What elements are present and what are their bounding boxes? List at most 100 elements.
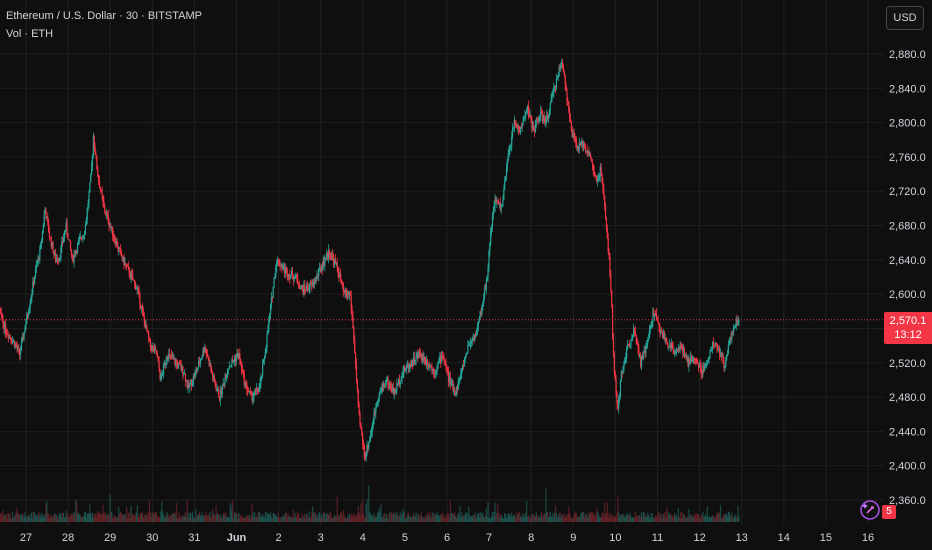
volume-bar (366, 499, 368, 522)
candle-body (79, 237, 81, 239)
candle-body (582, 141, 584, 148)
time-axis[interactable]: 27 28 29 30 31 Jun 2 3 4 5 6 7 8 9 10 11 12 13 14 15 16 (20, 532, 874, 544)
candle-body (8, 334, 10, 338)
volume-bar (397, 515, 399, 522)
volume-bar (81, 516, 83, 522)
y-tick-label: 2,400.0 (889, 461, 926, 473)
candle-body (208, 357, 210, 366)
volume-bar (96, 517, 98, 522)
volume-bar (521, 517, 523, 522)
candle-body (724, 366, 726, 368)
volume-bar (188, 517, 190, 522)
volume-bar (22, 513, 24, 522)
volume-bar (160, 511, 162, 522)
volume-bar (130, 505, 132, 522)
volume-bar (431, 512, 433, 522)
alerts-count-badge[interactable]: 5 (882, 505, 896, 519)
volume-bar (695, 517, 697, 522)
volume-bar (447, 513, 449, 522)
candle-body (412, 360, 414, 365)
candle-body (476, 325, 479, 330)
candle-body (506, 159, 508, 169)
volume-bar (633, 517, 635, 522)
candle-body (491, 215, 494, 228)
volume-bar (737, 505, 739, 522)
candle-body (390, 384, 392, 388)
currency-button[interactable]: USD (886, 6, 924, 30)
candle-body (636, 343, 638, 345)
candle-body (477, 321, 479, 326)
candle-body (711, 349, 713, 351)
candle-body (117, 247, 119, 250)
volume-bar (716, 512, 718, 522)
x-tick-label: 4 (360, 532, 366, 544)
candle-body (420, 356, 422, 360)
candle-body (256, 387, 258, 392)
candle-body (403, 366, 405, 373)
candle-body (11, 340, 13, 343)
volume-bar (439, 516, 441, 522)
symbol-title[interactable]: Ethereum / U.S. Dollar · 30 · BITSTAMP (6, 10, 203, 22)
volume-bar (237, 513, 239, 522)
volume-bar (190, 518, 193, 522)
volume-bar (501, 515, 503, 522)
candle-body (528, 113, 530, 117)
candle-body (585, 150, 587, 152)
volume-bar (568, 506, 570, 522)
price-axis[interactable]: 2,880.02,840.02,800.02,760.02,720.02,680… (889, 49, 926, 507)
volume-bar (2, 510, 4, 522)
candle-body (131, 273, 133, 276)
candle-body (98, 181, 101, 188)
volume-bar (507, 513, 509, 522)
candle-body (252, 396, 254, 401)
volume-bar (306, 515, 308, 522)
volume-bar (91, 517, 93, 522)
volume-bar (44, 514, 46, 522)
volume-bar (362, 499, 364, 522)
volume-bar (69, 515, 72, 522)
volume-bar (517, 514, 519, 522)
alert-rocket-icon[interactable] (859, 499, 881, 521)
volume-bar (525, 513, 527, 522)
y-tick-label: 2,880.0 (889, 49, 926, 61)
volume-bar (335, 516, 337, 522)
candle-body (165, 360, 167, 365)
candle-body (274, 276, 276, 279)
volume-indicator-label[interactable]: Vol · ETH (6, 28, 54, 40)
candle-body (283, 266, 285, 268)
volume-bar (51, 517, 53, 522)
candle-body (258, 388, 260, 393)
volume-bar (644, 514, 646, 522)
volume-bar (415, 512, 417, 522)
candle-body (447, 371, 450, 382)
candle-body (577, 147, 579, 150)
volume-bar (47, 512, 49, 522)
volume-bar (373, 513, 375, 522)
candle-body (388, 385, 390, 387)
volume-bar (466, 512, 468, 522)
volume-bar (670, 515, 672, 522)
candle-body (376, 403, 378, 408)
volume-bar (623, 515, 625, 522)
candle-body (683, 349, 686, 357)
volume-bar (89, 504, 91, 522)
volume-bar (449, 500, 451, 522)
volume-bar (733, 516, 736, 522)
candle-body (391, 387, 394, 393)
volume-bar (34, 514, 37, 522)
candle-body (346, 294, 348, 296)
volume-bar (151, 513, 153, 522)
volume-bar (548, 515, 551, 522)
candle-body (690, 357, 693, 362)
volume-bar (734, 514, 736, 522)
volume-bar (573, 514, 575, 522)
candle-body (629, 343, 631, 347)
volume-bar (265, 517, 267, 522)
candle-body (628, 345, 630, 347)
candle-body (179, 363, 181, 366)
volume-bar (20, 515, 23, 522)
volume-bar (1, 515, 3, 522)
candle-body (401, 373, 403, 380)
candle-body (394, 389, 396, 393)
